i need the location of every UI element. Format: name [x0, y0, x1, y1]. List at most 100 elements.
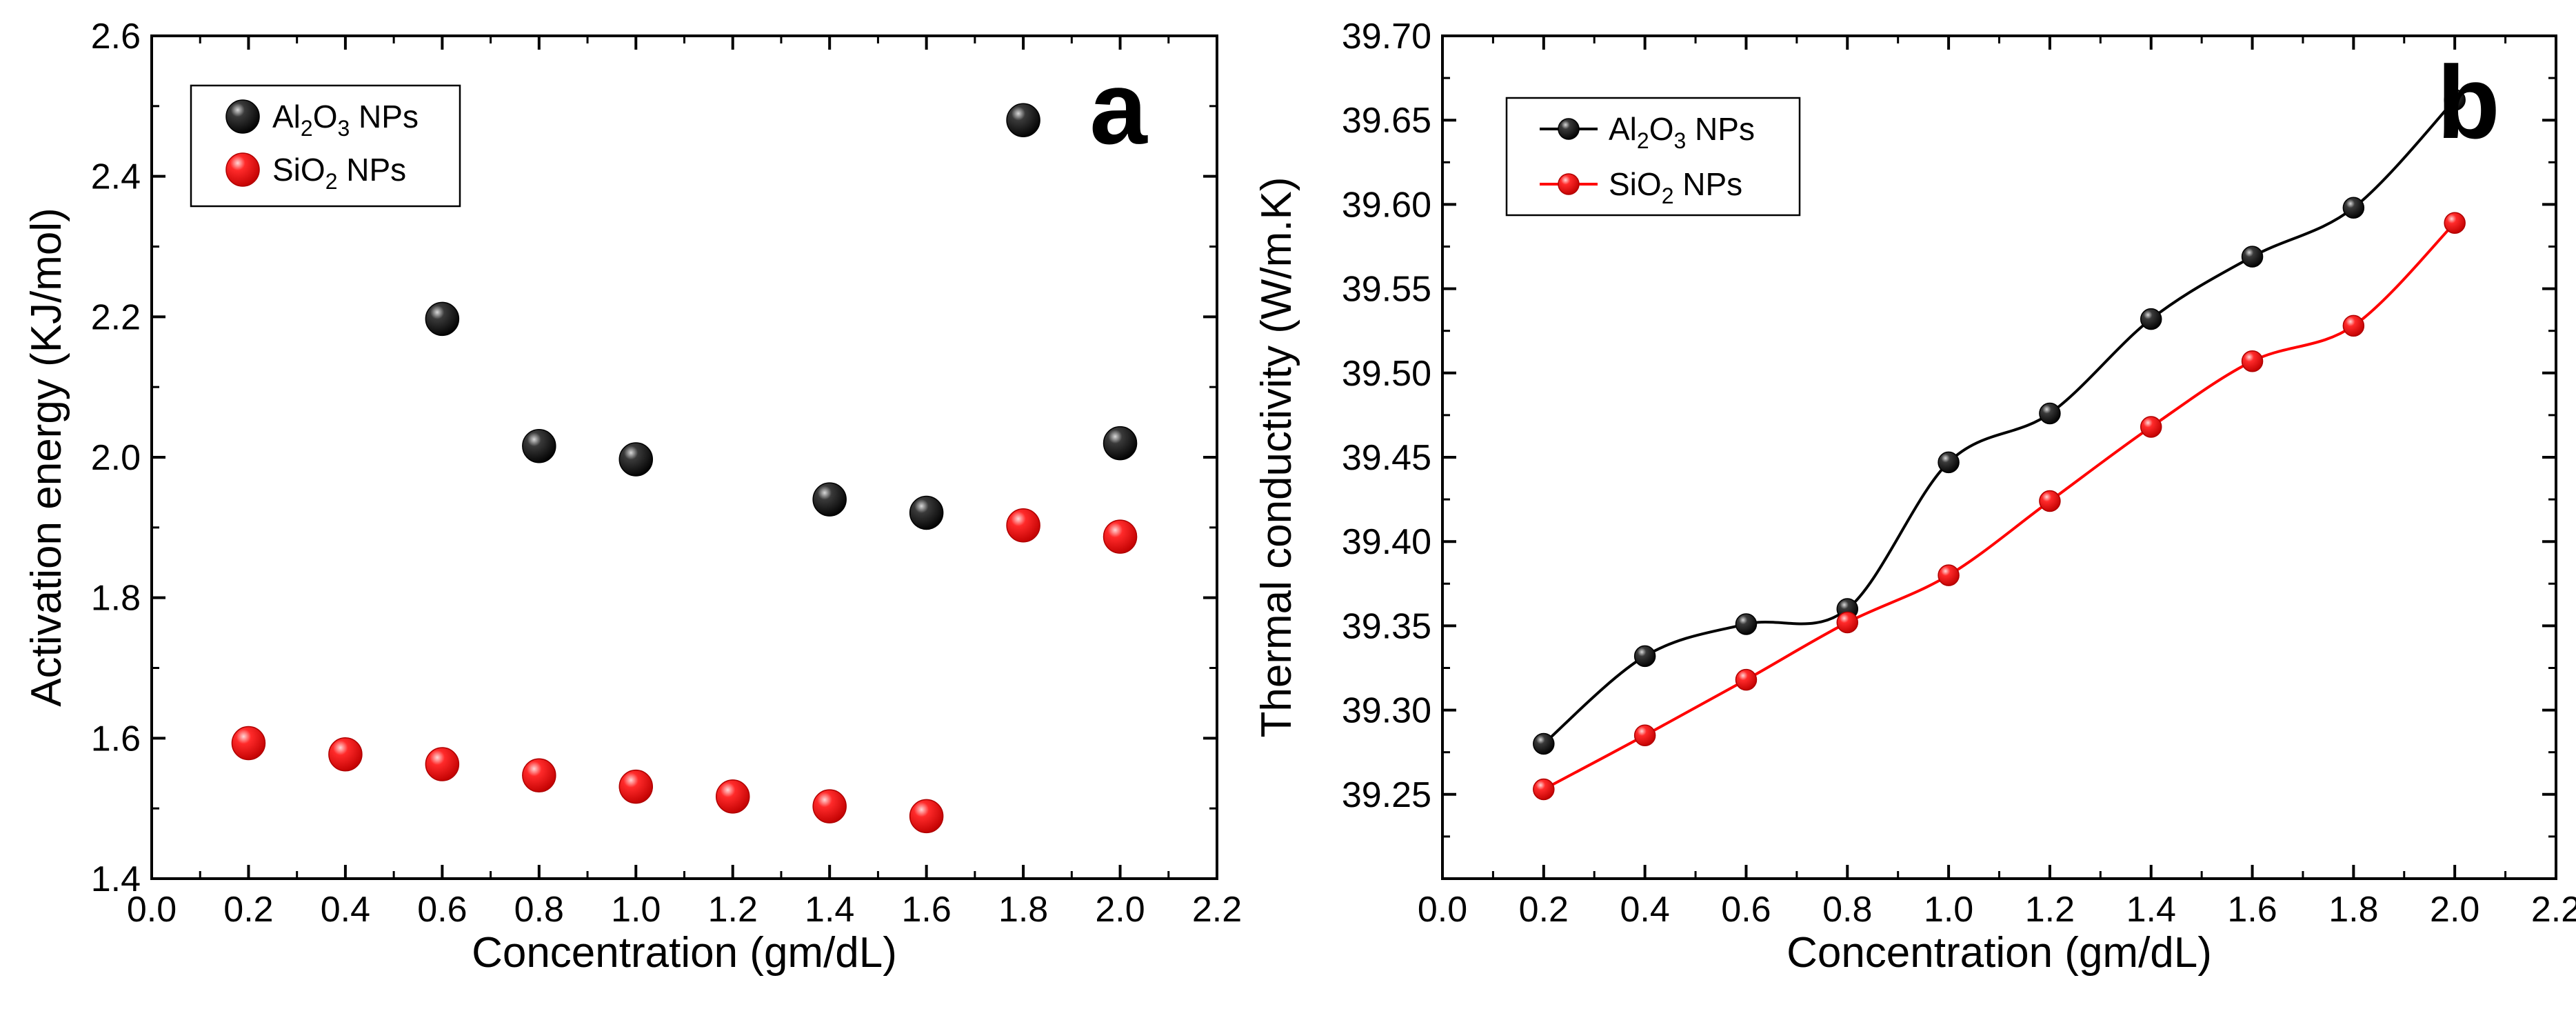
y-tick-label: 39.40	[1342, 522, 1431, 562]
x-tick-label: 2.2	[1192, 890, 1242, 930]
series-line	[1542, 99, 2456, 745]
y-tick-label: 2.6	[91, 17, 141, 57]
y-tick-label: 39.35	[1342, 606, 1431, 646]
data-point	[425, 301, 460, 337]
legend-label-tail: NPs	[337, 152, 406, 188]
x-tick-label: 2.0	[1095, 890, 1145, 930]
data-point	[1103, 426, 1138, 461]
data-point	[425, 747, 460, 781]
data-point	[1938, 451, 1960, 474]
data-point	[1633, 724, 1656, 747]
x-tick-label: 0.8	[514, 890, 564, 930]
y-tick-label: 39.30	[1342, 691, 1431, 731]
legend-label-sub: 2	[301, 116, 313, 141]
legend-label: SiO2 NPs	[1609, 166, 1742, 208]
x-axis-title: Concentration (gm/dL)	[472, 929, 897, 977]
data-point	[1103, 519, 1138, 554]
legend-marker	[1558, 118, 1580, 140]
y-tick-label: 1.6	[91, 719, 141, 759]
x-tick-label: 0.4	[1620, 890, 1669, 930]
data-point	[1735, 613, 1758, 635]
y-tick-label: 39.50	[1342, 354, 1431, 394]
x-tick-label: 1.0	[1924, 890, 1973, 930]
data-point	[2039, 402, 2061, 425]
data-point	[1006, 508, 1040, 543]
legend-label-main: Al	[1609, 111, 1637, 147]
x-tick-label: 0.8	[1822, 890, 1872, 930]
x-tick-label: 1.4	[2126, 890, 2176, 930]
y-axis-title: Thermal conductivity (W/m.K)	[1253, 177, 1300, 737]
data-point	[812, 482, 847, 517]
panel-a-activation-energy-chart: 0.0 0.2 0.4 0.6 0.8 1.0 1.2 1.4 1.6 1.8 2.0 2.2 1.4 1…	[23, 17, 1242, 977]
legend-label-sub: 3	[337, 116, 350, 141]
x-tick-label: 1.2	[2025, 890, 2075, 930]
data-point	[2444, 212, 2466, 234]
x-tick-label: 1.2	[708, 890, 758, 930]
data-point	[1533, 732, 1555, 755]
y-tick-label: 39.60	[1342, 185, 1431, 225]
data-point	[1633, 645, 1656, 668]
x-tick-label: 1.6	[901, 890, 951, 930]
panel-letter: a	[1089, 50, 1148, 166]
legend-label-mid: O	[313, 99, 338, 134]
x-tick-label: 1.6	[2227, 890, 2277, 930]
series-sio2	[231, 508, 1138, 834]
series-al2o3	[425, 103, 1138, 530]
x-tick-label: 0.4	[321, 890, 370, 930]
x-tick-label: 0.6	[1721, 890, 1771, 930]
legend-label: SiO2 NPs	[272, 152, 406, 194]
data-point	[1533, 778, 1555, 801]
legend-label-tail: NPs	[1686, 111, 1755, 147]
x-tick-label: 0.2	[223, 890, 273, 930]
legend-marker	[225, 152, 260, 187]
legend-marker	[225, 99, 260, 134]
data-point	[1735, 668, 1758, 691]
data-point	[231, 726, 266, 761]
legend-label-sub: 2	[325, 169, 338, 194]
y-tick-label: 39.45	[1342, 438, 1431, 478]
legend-label-main: SiO	[272, 152, 325, 188]
data-point	[2342, 314, 2365, 337]
y-tick-label: 39.65	[1342, 101, 1431, 141]
data-point	[618, 769, 654, 804]
x-tick-label: 0.0	[1418, 890, 1467, 930]
data-point	[2140, 308, 2162, 330]
x-tick-label: 0.0	[127, 890, 177, 930]
legend-label-sub: 2	[1662, 183, 1674, 208]
data-point	[2241, 246, 2264, 268]
x-tick-label: 1.0	[611, 890, 661, 930]
x-tick-label: 2.2	[2531, 890, 2576, 930]
series-line	[1542, 221, 2456, 791]
data-point	[1938, 564, 1960, 586]
x-tick-label: 0.2	[1519, 890, 1569, 930]
data-point	[715, 779, 750, 814]
legend-label-sub: 3	[1673, 128, 1686, 153]
data-point	[812, 789, 847, 823]
data-point	[2241, 350, 2264, 372]
series-al2o3	[1533, 89, 2466, 755]
panel-b-thermal-conductivity-chart: 0.0 0.2 0.4 0.6 0.8 1.0 1.2 1.4 1.6 1.8 2.0 2.2 39.2…	[1253, 17, 2576, 977]
legend-label-sub: 2	[1637, 128, 1649, 153]
x-tick-label: 1.8	[2328, 890, 2378, 930]
data-point	[328, 737, 363, 772]
data-point	[2140, 416, 2162, 438]
y-tick-label: 39.55	[1342, 270, 1431, 310]
data-point	[909, 799, 944, 834]
y-tick-label: 39.25	[1342, 775, 1431, 815]
y-tick-label: 2.2	[91, 297, 141, 337]
data-point	[618, 442, 654, 477]
y-axis-title: Activation energy (KJ/mol)	[23, 208, 70, 707]
y-tick-label: 2.0	[91, 438, 141, 478]
legend-label: Al2O3 NPs	[1609, 111, 1755, 153]
y-tick-label: 2.4	[91, 157, 141, 197]
x-tick-label: 2.0	[2430, 890, 2479, 930]
y-tick-label: 1.4	[91, 859, 141, 899]
data-point	[2444, 89, 2466, 111]
legend-box	[1505, 97, 1801, 217]
x-tick-label: 1.4	[805, 890, 854, 930]
legend-label-main: Al	[272, 99, 301, 134]
series-sio2	[1533, 212, 2466, 801]
legend: Al2O3 NPs SiO2 NPs	[1505, 97, 1801, 217]
legend-label-tail: NPs	[1673, 166, 1742, 202]
